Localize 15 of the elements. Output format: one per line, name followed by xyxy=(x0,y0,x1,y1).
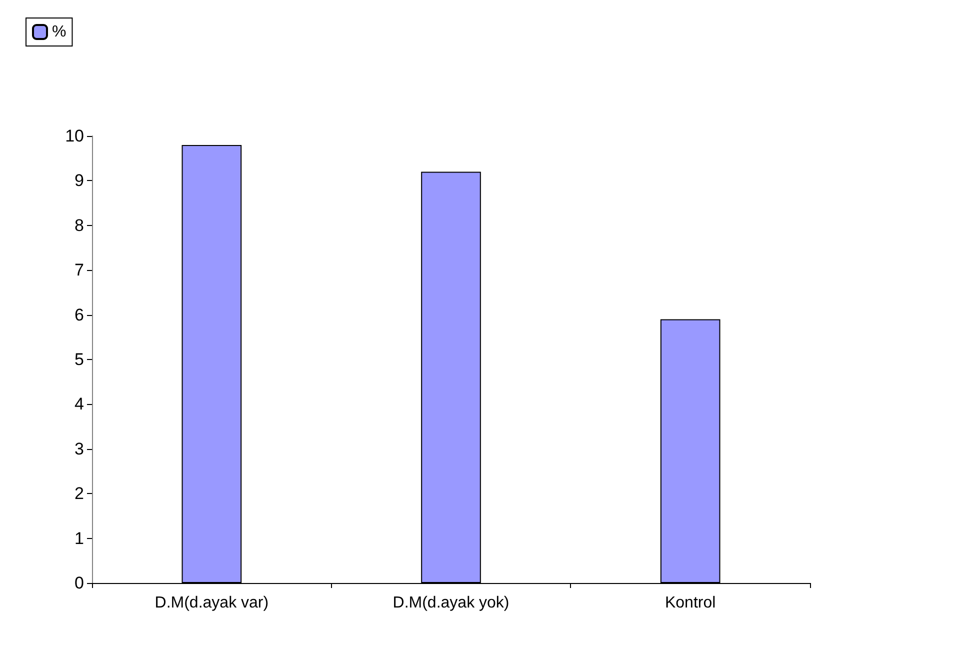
y-tick-label: 2 xyxy=(74,484,84,504)
y-tick-label: 5 xyxy=(74,350,84,369)
y-tick-label: 7 xyxy=(74,260,84,280)
x-tick-label: D.M(d.ayak var) xyxy=(154,594,269,612)
legend-label: % xyxy=(52,24,66,40)
y-tick-label: 8 xyxy=(74,216,84,235)
y-tick-label: 1 xyxy=(74,528,84,548)
x-tick-label: D.M(d.ayak yok) xyxy=(392,594,510,612)
y-tick-label: 3 xyxy=(74,439,84,458)
y-tick-label: 6 xyxy=(74,305,84,324)
y-tick-label: 4 xyxy=(74,394,84,414)
x-tick-label: Kontrol xyxy=(664,594,716,612)
y-tick-label: 10 xyxy=(65,126,84,146)
y-tick-label: 0 xyxy=(74,574,84,592)
y-tick-label: 9 xyxy=(74,171,84,190)
